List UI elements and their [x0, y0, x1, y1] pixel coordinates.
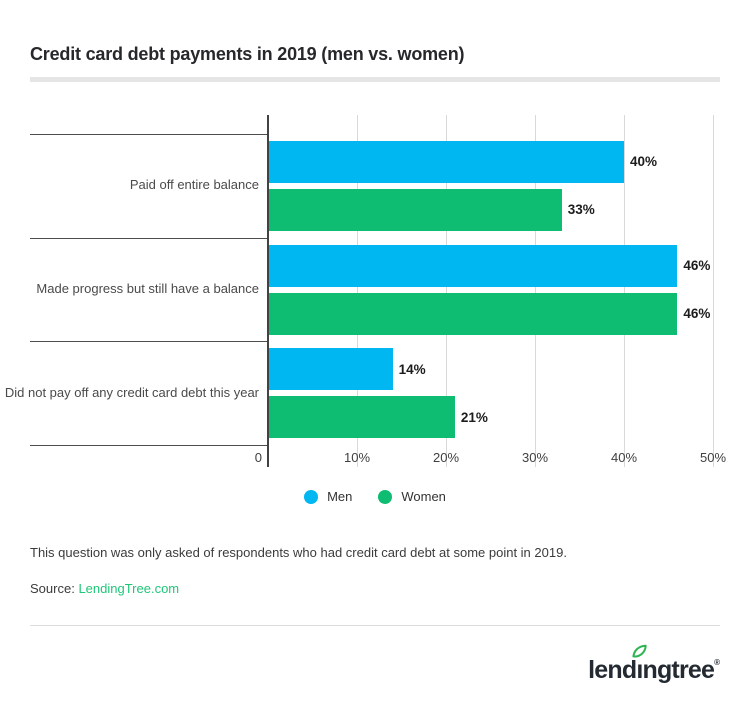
- category-row: Made progress but still have a balance 46…: [0, 237, 750, 342]
- x-axis-tick: 50%: [699, 450, 727, 465]
- logo-text-pre: lend: [588, 656, 637, 684]
- category-separator: [30, 237, 268, 239]
- bar-women: [268, 396, 455, 439]
- bar-line: 40%: [268, 140, 750, 183]
- source-line: Source: LendingTree.com: [30, 581, 179, 596]
- x-axis-tick: 10%: [343, 450, 371, 465]
- category-row: Did not pay off any credit card debt thi…: [0, 341, 750, 445]
- category-separator: [30, 341, 268, 343]
- category-separator: [30, 134, 268, 135]
- bar-men: [268, 140, 624, 183]
- category-bars: 46% 46%: [268, 238, 750, 342]
- source-link[interactable]: LendingTree.com: [78, 581, 180, 596]
- category-bars: 40% 33%: [268, 134, 750, 238]
- bar-line: 14%: [268, 348, 750, 391]
- x-axis-tick: 20%: [432, 450, 460, 465]
- bar-men: [268, 244, 678, 287]
- legend-item-women: Women: [378, 489, 446, 504]
- logo-i: ı: [632, 644, 648, 683]
- registered-mark: ®: [714, 658, 720, 667]
- x-axis-tick: 30%: [521, 450, 549, 465]
- bar-women: [268, 292, 678, 335]
- title-underline: [30, 77, 720, 82]
- bar-value-label: 14%: [398, 361, 426, 377]
- bar-line: 46%: [268, 292, 750, 335]
- legend-men-label: Men: [327, 489, 353, 504]
- gridline: [713, 115, 714, 467]
- category-label: Paid off entire balance: [129, 177, 259, 193]
- category-separator-bottom: [30, 445, 268, 446]
- bar-line: 33%: [268, 188, 750, 231]
- x-axis-tick: 40%: [610, 450, 638, 465]
- chart-legend: Men Women: [0, 489, 750, 504]
- category-label: Did not pay off any credit card debt thi…: [4, 384, 259, 400]
- legend-men-swatch: [304, 489, 319, 504]
- bar-line: 21%: [268, 396, 750, 439]
- legend-women-label: Women: [401, 489, 446, 504]
- legend-item-men: Men: [304, 489, 352, 504]
- gridline: [357, 115, 358, 467]
- leaf-icon: [632, 644, 648, 658]
- bar-women: [268, 188, 562, 231]
- bar-value-label: 46%: [683, 258, 711, 273]
- bar-value-label: 33%: [567, 202, 595, 218]
- category-row: Paid off entire balance 40% 33%: [0, 134, 750, 238]
- bar-value-label: 21%: [460, 409, 488, 425]
- x-axis-tick: 0: [254, 450, 262, 465]
- gridline: [446, 115, 447, 467]
- bottom-divider: [30, 625, 720, 626]
- bar-line: 46%: [268, 244, 750, 287]
- chart-title: Credit card debt payments in 2019 (men v…: [30, 44, 465, 64]
- category-label: Made progress but still have a balance: [36, 281, 259, 297]
- chart-rows: Paid off entire balance 40% 33% Made progre…: [0, 134, 750, 445]
- gridline: [624, 115, 625, 467]
- bar-chart: Paid off entire balance 40% 33% Made progre…: [0, 115, 750, 467]
- bar-value-label: 46%: [683, 306, 711, 321]
- bar-men: [268, 348, 393, 391]
- y-axis-line: [267, 115, 269, 467]
- source-label: Source:: [30, 581, 75, 596]
- category-bars: 14% 21%: [268, 341, 750, 445]
- bar-value-label: 40%: [630, 154, 658, 170]
- lendingtree-logo: lend ıngtree®: [588, 644, 720, 684]
- legend-women-swatch: [378, 489, 393, 504]
- gridline: [535, 115, 536, 467]
- logo-text-post: ngtree: [642, 656, 715, 684]
- footnote-text: This question was only asked of responde…: [30, 545, 567, 560]
